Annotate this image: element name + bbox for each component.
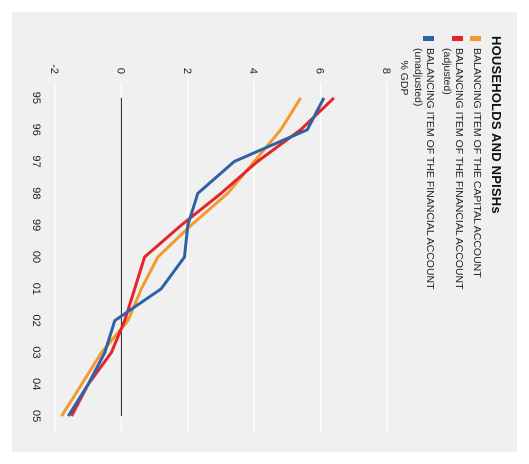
plot-area (55, 82, 387, 432)
x-tick-label: 02 (30, 315, 42, 327)
x-tick-label: 97 (30, 155, 42, 167)
x-tick-label: 96 (30, 124, 42, 136)
y-tick-label: 6 (314, 68, 326, 74)
x-tick-label: 00 (30, 251, 42, 263)
x-tick-label: 05 (30, 410, 42, 422)
y-tick-label: 0 (114, 68, 126, 74)
y-tick-label: 4 (247, 68, 259, 74)
rotated-chart: HOUSEHOLDS AND NPISHs BALANCING ITEM OF … (12, 12, 517, 452)
x-tick-label: 95 (30, 92, 42, 104)
series-line (60, 97, 302, 417)
series-line (67, 97, 326, 417)
x-tick-label: 99 (30, 219, 42, 231)
x-tick-label: 04 (30, 378, 42, 390)
y-tick-label: 2 (181, 68, 193, 74)
x-tick-label: 01 (30, 283, 42, 295)
y-tick-label: 8 (380, 68, 392, 74)
x-tick-label: 98 (30, 187, 42, 199)
y-tick-label: -2 (48, 64, 60, 74)
x-tick-label: 03 (30, 346, 42, 358)
chart-frame: HOUSEHOLDS AND NPISHs BALANCING ITEM OF … (12, 12, 517, 452)
series-line (70, 96, 335, 417)
y-axis-label: % GDP (398, 60, 410, 95)
